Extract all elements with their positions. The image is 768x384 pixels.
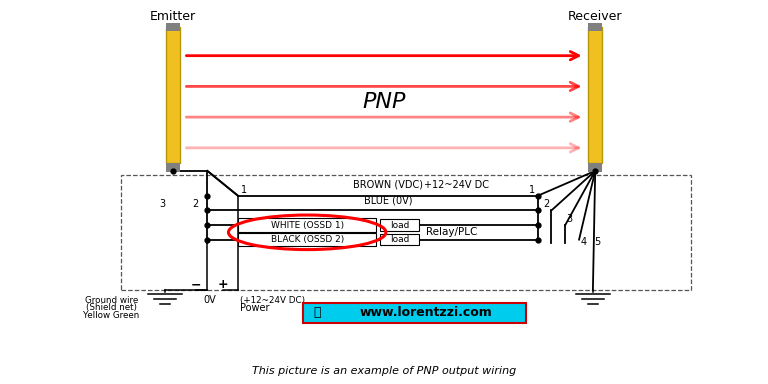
Text: PNP: PNP xyxy=(362,92,406,112)
Text: 5: 5 xyxy=(594,237,601,247)
Bar xyxy=(238,233,376,246)
Text: WHITE (OSSD 1): WHITE (OSSD 1) xyxy=(270,220,344,230)
Text: 🔍: 🔍 xyxy=(313,306,321,319)
Bar xyxy=(166,27,180,163)
Text: 1: 1 xyxy=(241,185,247,195)
Bar xyxy=(166,163,180,172)
Text: Emitter: Emitter xyxy=(150,10,196,23)
Text: 3: 3 xyxy=(567,214,573,224)
Bar xyxy=(166,23,180,31)
Bar xyxy=(380,234,419,245)
Text: +12~24V DC: +12~24V DC xyxy=(425,180,489,190)
Bar xyxy=(121,175,691,290)
Bar xyxy=(303,303,526,323)
Text: 3: 3 xyxy=(159,199,165,209)
Text: Yellow Green: Yellow Green xyxy=(83,311,140,320)
Text: 1: 1 xyxy=(529,185,535,195)
Text: +: + xyxy=(217,278,228,291)
Text: load: load xyxy=(389,220,409,230)
Text: This picture is an example of PNP output wiring: This picture is an example of PNP output… xyxy=(252,366,516,376)
Text: BLUE (0V): BLUE (0V) xyxy=(363,195,412,205)
Text: 2: 2 xyxy=(192,199,198,209)
Text: 0V: 0V xyxy=(204,295,216,305)
Bar xyxy=(380,219,419,231)
Bar xyxy=(588,163,602,172)
Text: www.lorentzzi.com: www.lorentzzi.com xyxy=(359,306,492,319)
Bar xyxy=(588,23,602,31)
Text: Ground wire: Ground wire xyxy=(84,296,138,305)
Text: load: load xyxy=(389,235,409,244)
Text: BLACK (OSSD 2): BLACK (OSSD 2) xyxy=(270,235,344,244)
Text: Power: Power xyxy=(240,303,269,313)
Text: Receiver: Receiver xyxy=(568,10,622,23)
Text: (Shield net): (Shield net) xyxy=(86,303,137,312)
Bar xyxy=(238,218,376,232)
Text: 4: 4 xyxy=(581,237,587,247)
Text: Relay/PLC: Relay/PLC xyxy=(426,227,478,237)
Text: −: − xyxy=(190,278,201,291)
Text: (+12~24V DC): (+12~24V DC) xyxy=(240,296,305,305)
Text: BROWN (VDC): BROWN (VDC) xyxy=(353,180,423,190)
Text: 2: 2 xyxy=(544,199,550,209)
Bar xyxy=(588,27,602,163)
